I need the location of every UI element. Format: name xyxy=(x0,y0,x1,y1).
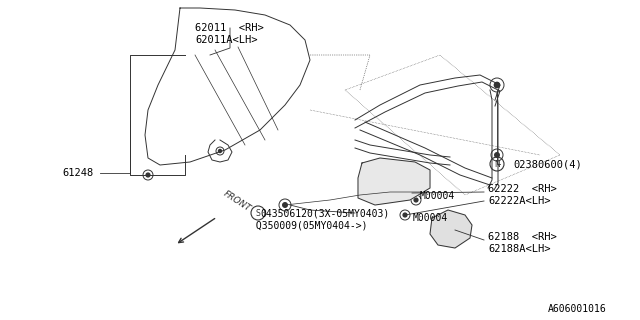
Text: FRONT: FRONT xyxy=(222,189,253,213)
Circle shape xyxy=(494,82,500,88)
Text: 62011A<LH>: 62011A<LH> xyxy=(195,35,257,45)
Text: 043506120(3X-05MY0403): 043506120(3X-05MY0403) xyxy=(260,208,389,218)
Text: 62011  <RH>: 62011 <RH> xyxy=(195,23,264,33)
Circle shape xyxy=(495,153,499,157)
Text: M00004: M00004 xyxy=(413,213,448,223)
Circle shape xyxy=(218,149,221,153)
Text: S: S xyxy=(255,209,260,218)
Text: 62188  <RH>: 62188 <RH> xyxy=(488,232,557,242)
Text: 61248: 61248 xyxy=(62,168,93,178)
Circle shape xyxy=(376,163,380,167)
Circle shape xyxy=(449,228,453,232)
Polygon shape xyxy=(358,158,430,205)
Text: 62222  <RH>: 62222 <RH> xyxy=(488,184,557,194)
Text: 62188A<LH>: 62188A<LH> xyxy=(488,244,550,254)
Circle shape xyxy=(283,203,287,207)
Text: Q350009(05MY0404->): Q350009(05MY0404->) xyxy=(250,220,367,230)
Text: 02380600(4): 02380600(4) xyxy=(513,159,582,169)
Polygon shape xyxy=(430,210,472,248)
Circle shape xyxy=(414,198,418,202)
Text: M00004: M00004 xyxy=(420,191,455,201)
Circle shape xyxy=(410,191,414,195)
Circle shape xyxy=(146,173,150,177)
Text: 62222A<LH>: 62222A<LH> xyxy=(488,196,550,206)
Circle shape xyxy=(403,213,407,217)
Text: A606001016: A606001016 xyxy=(548,304,607,314)
Text: N: N xyxy=(494,160,500,169)
